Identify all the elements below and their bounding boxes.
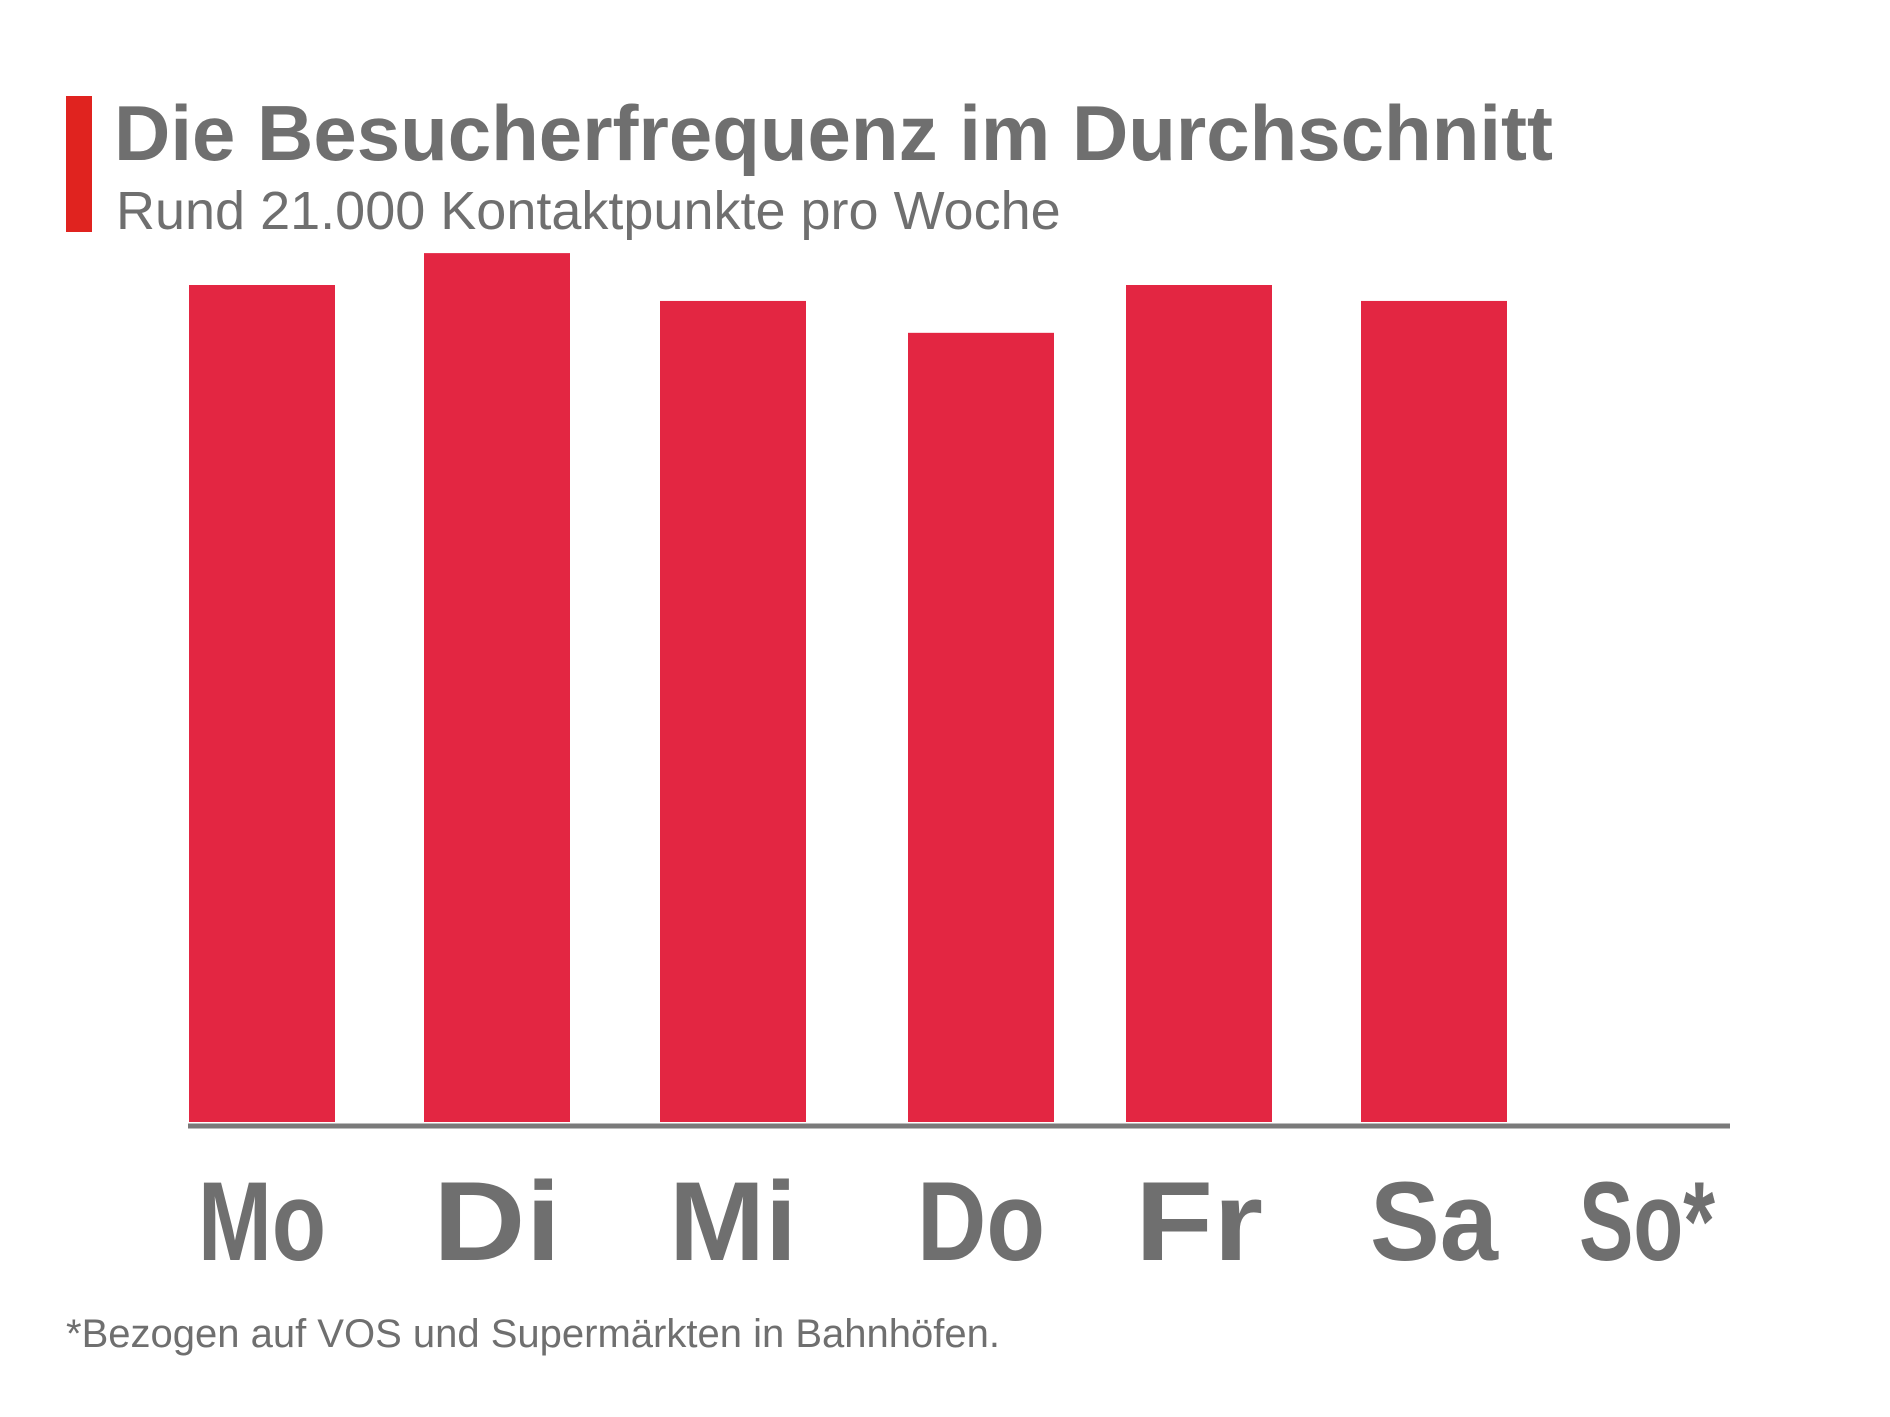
bar-fr — [1126, 285, 1272, 1122]
tick-label-sa: Sa — [1370, 1159, 1499, 1284]
tick-label-mi: Mi — [669, 1159, 797, 1284]
tick-label-di: Di — [433, 1159, 561, 1284]
chart-subtitle: Rund 21.000 Kontaktpunkte pro Woche — [116, 181, 1061, 241]
bar-di — [424, 253, 570, 1123]
bar-sa — [1361, 300, 1507, 1122]
bar-do — [908, 332, 1054, 1122]
tick-label-do: Do — [917, 1159, 1045, 1284]
tick-label-mo: Mo — [198, 1159, 326, 1284]
bar-mo — [189, 285, 335, 1122]
chart-footnote: *Bezogen auf VOS und Supermärkten in Bah… — [66, 1312, 1000, 1356]
title-accent-bar — [66, 96, 92, 232]
bar-mi — [660, 300, 806, 1122]
chart-title: Die Besucherfrequenz im Durchschnitt — [114, 89, 1553, 177]
tick-label-so: So* — [1579, 1159, 1715, 1284]
tick-label-fr: Fr — [1135, 1159, 1263, 1284]
